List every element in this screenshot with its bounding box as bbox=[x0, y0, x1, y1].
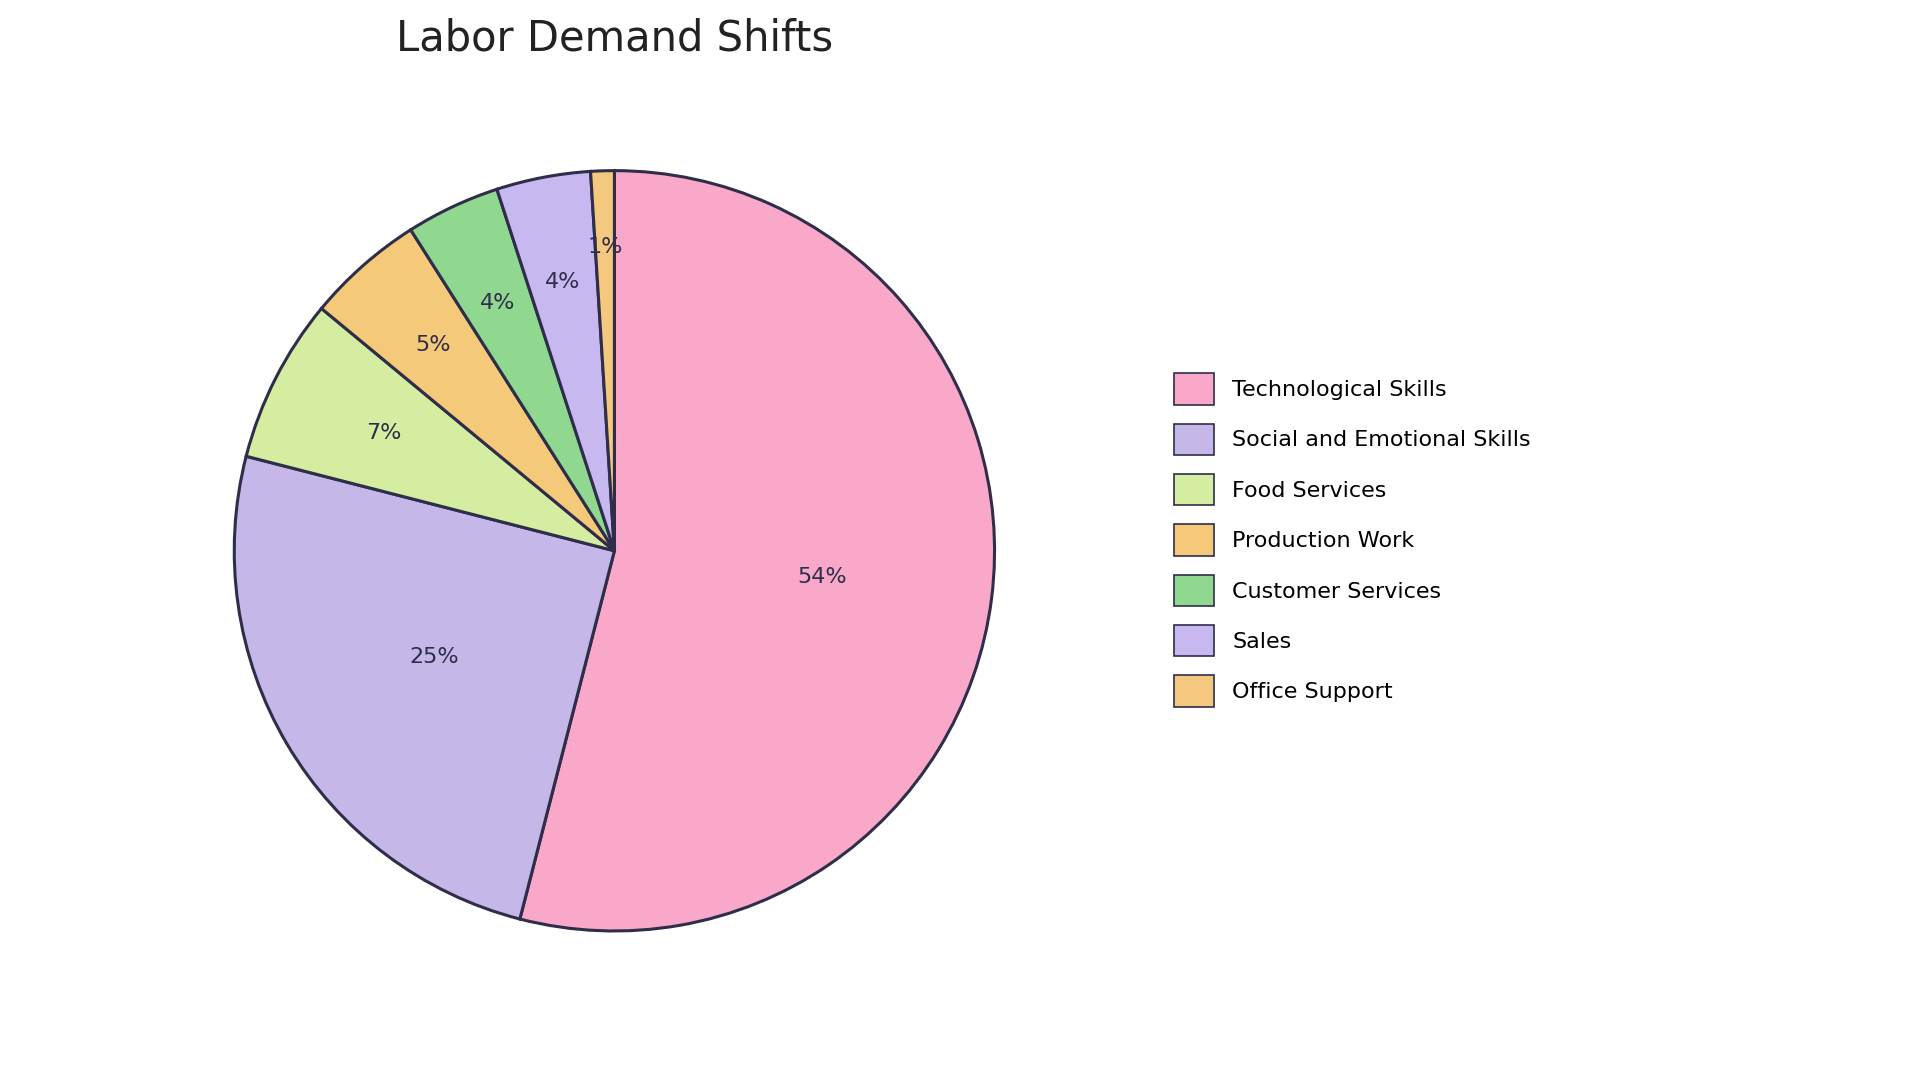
Text: 25%: 25% bbox=[409, 647, 459, 667]
Wedge shape bbox=[520, 171, 995, 931]
Legend: Technological Skills, Social and Emotional Skills, Food Services, Production Wor: Technological Skills, Social and Emotion… bbox=[1164, 362, 1542, 718]
Wedge shape bbox=[234, 456, 614, 919]
Wedge shape bbox=[321, 230, 614, 551]
Text: 5%: 5% bbox=[415, 336, 451, 355]
Text: 54%: 54% bbox=[797, 567, 847, 588]
Text: 7%: 7% bbox=[367, 423, 401, 444]
Wedge shape bbox=[497, 172, 614, 551]
Wedge shape bbox=[411, 189, 614, 551]
Wedge shape bbox=[246, 309, 614, 551]
Text: 4%: 4% bbox=[480, 293, 516, 313]
Wedge shape bbox=[591, 171, 614, 551]
Title: Labor Demand Shifts: Labor Demand Shifts bbox=[396, 17, 833, 59]
Text: 4%: 4% bbox=[545, 272, 580, 292]
Text: 1%: 1% bbox=[588, 237, 622, 257]
